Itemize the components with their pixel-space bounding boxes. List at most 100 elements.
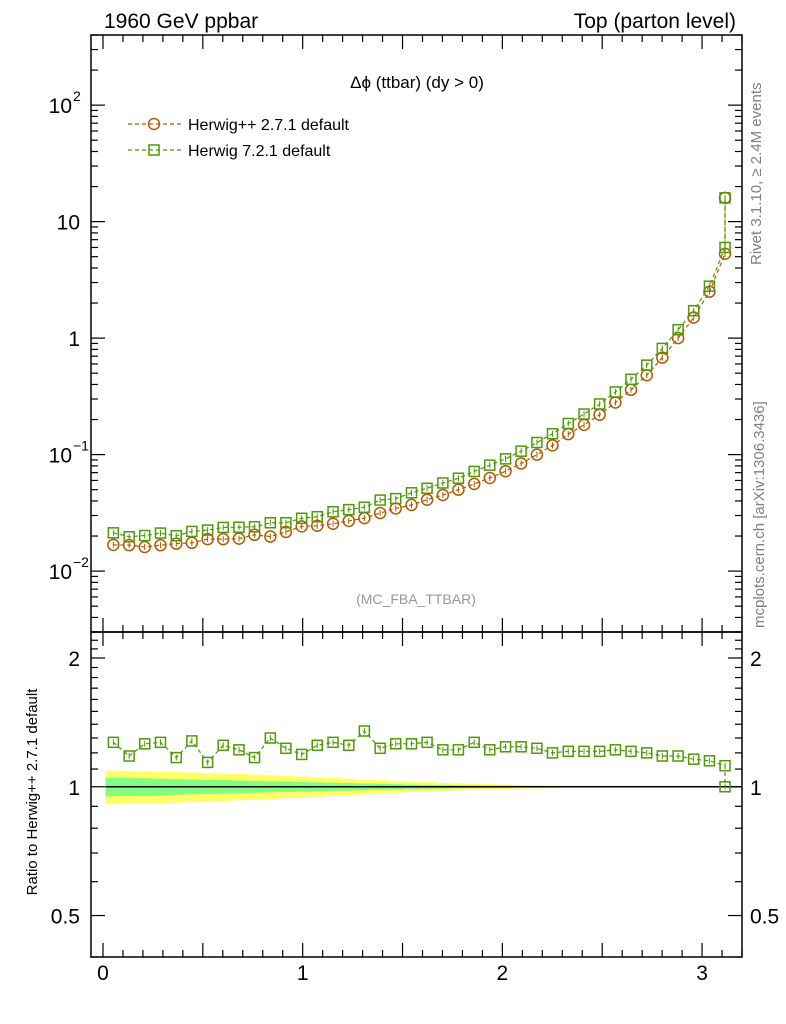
header-left: 1960 GeV ppbar bbox=[104, 10, 258, 33]
data-point-herwigpp bbox=[154, 538, 167, 552]
ratio-data-point-herwig7 bbox=[562, 745, 575, 758]
ratio-ylabel: Ratio to Herwig++ 2.7.1 default bbox=[24, 688, 41, 896]
ratio-data-point-herwig7 bbox=[499, 741, 512, 753]
y-tick-label: 1 bbox=[68, 328, 80, 351]
legend-label-herwigpp: Herwig++ 2.7.1 default bbox=[188, 117, 350, 134]
data-point-herwig7 bbox=[672, 323, 684, 336]
data-point-herwig7 bbox=[656, 342, 669, 355]
data-point-herwig7 bbox=[531, 436, 543, 449]
data-point-herwig7 bbox=[609, 386, 622, 398]
rivet-label: Rivet 3.1.10, ≥ 2.4M events bbox=[748, 83, 765, 266]
x-tick-label: 2 bbox=[497, 962, 509, 985]
ratio-data-point-herwig7 bbox=[217, 739, 229, 752]
ratio-data-point-herwig7 bbox=[609, 744, 622, 756]
series-line-herwig7 bbox=[113, 197, 726, 538]
y-tick-label: 10 bbox=[49, 561, 72, 584]
y-tick-label: 10 bbox=[49, 95, 72, 118]
ratio-data-point-herwig7 bbox=[672, 750, 684, 762]
ratio-data-point-herwig7 bbox=[656, 750, 669, 762]
data-point-herwig7 bbox=[186, 525, 198, 538]
ratio-data-point-herwig7 bbox=[593, 745, 606, 758]
series-line-herwigpp bbox=[113, 197, 726, 548]
ratio-data-point-herwig7 bbox=[295, 748, 308, 761]
ratio-data-point-herwig7 bbox=[703, 755, 716, 767]
data-point-herwig7 bbox=[107, 527, 120, 539]
ratio-data-point-herwig7 bbox=[437, 744, 449, 756]
data-point-herwig7 bbox=[703, 280, 716, 292]
mcplots-label: mcplots.cern.ch [arXiv:1306.3436] bbox=[751, 401, 768, 628]
ratio-data-point-herwig7 bbox=[374, 742, 386, 755]
ratio-data-point-herwig7 bbox=[515, 741, 527, 753]
data-point-herwigpp bbox=[483, 471, 497, 485]
data-point-herwig7 bbox=[546, 428, 559, 440]
y-tick-label-exponent: −2 bbox=[73, 554, 89, 570]
data-point-herwig7 bbox=[138, 529, 151, 542]
ratio-y-tick-label-right: 2 bbox=[750, 648, 762, 671]
ratio-data-point-herwig7 bbox=[389, 738, 402, 750]
ratio-data-point-herwig7 bbox=[201, 756, 214, 769]
data-point-herwigpp bbox=[656, 351, 669, 364]
data-point-herwig7 bbox=[343, 503, 355, 516]
ratio-y-tick-label-right: 0.5 bbox=[750, 906, 779, 929]
data-point-herwig7 bbox=[719, 241, 731, 254]
watermark-label: (MC_FBA_TTBAR) bbox=[356, 591, 476, 607]
data-point-herwigpp bbox=[107, 538, 120, 552]
data-point-herwigpp bbox=[232, 532, 246, 545]
data-point-herwigpp bbox=[420, 493, 434, 506]
ratio-axis-ticks: 0.5 0.5 1 1 2 2 0 1 2 3 bbox=[51, 631, 779, 985]
data-point-herwig7 bbox=[562, 417, 575, 430]
ratio-series-group bbox=[107, 725, 731, 793]
data-point-herwigpp bbox=[216, 532, 230, 546]
data-point-herwigpp bbox=[546, 439, 559, 452]
data-point-herwig7 bbox=[327, 506, 339, 518]
ratio-y-tick-label-left: 0.5 bbox=[51, 906, 80, 929]
ratio-data-point-herwig7 bbox=[327, 736, 339, 749]
ratio-data-point-herwig7 bbox=[421, 736, 433, 749]
plot-title: Δϕ (ttbar) (dy > 0) bbox=[350, 73, 484, 92]
x-tick-label: 3 bbox=[696, 962, 708, 985]
ratio-y-tick-label-left: 2 bbox=[68, 648, 80, 671]
data-point-herwig7 bbox=[358, 501, 371, 514]
data-point-herwig7 bbox=[578, 408, 590, 420]
ratio-data-point-herwig7 bbox=[107, 736, 120, 749]
data-point-herwigpp bbox=[499, 464, 512, 478]
data-point-herwig7 bbox=[625, 373, 637, 386]
ratio-data-point-herwig7 bbox=[546, 747, 559, 759]
data-point-herwigpp bbox=[311, 519, 324, 533]
data-point-herwigpp bbox=[452, 483, 465, 496]
legend: Herwig++ 2.7.1 default Herwig 7.2.1 defa… bbox=[128, 117, 350, 160]
data-point-herwigpp bbox=[405, 498, 418, 512]
ratio-frame bbox=[90, 631, 743, 958]
data-point-herwig7 bbox=[499, 453, 512, 465]
data-point-herwig7 bbox=[233, 521, 245, 533]
x-tick-label: 0 bbox=[97, 962, 109, 985]
data-point-herwig7 bbox=[217, 521, 229, 534]
data-point-herwigpp bbox=[436, 488, 450, 502]
data-point-herwig7 bbox=[170, 530, 183, 542]
y-tick-label-exponent: 2 bbox=[73, 88, 81, 104]
ratio-data-point-herwig7 bbox=[186, 735, 198, 747]
ratio-data-point-herwig7 bbox=[358, 725, 371, 737]
ratio-data-point-herwig7 bbox=[138, 738, 151, 750]
data-point-herwig7 bbox=[468, 465, 480, 478]
data-point-herwig7 bbox=[280, 517, 292, 529]
ratio-data-point-herwig7 bbox=[343, 739, 355, 752]
main-series-group bbox=[107, 191, 732, 554]
data-point-herwigpp bbox=[467, 477, 481, 491]
data-point-herwigpp bbox=[279, 525, 293, 539]
y-tick-label-exponent: −1 bbox=[73, 438, 89, 454]
data-point-herwig7 bbox=[374, 494, 386, 506]
data-point-herwig7 bbox=[248, 521, 261, 533]
data-point-herwigpp bbox=[201, 532, 214, 546]
data-point-herwig7 bbox=[264, 517, 277, 529]
data-point-herwig7 bbox=[421, 482, 433, 495]
ratio-y-tick-label-left: 1 bbox=[68, 777, 80, 800]
x-tick-label: 1 bbox=[297, 962, 309, 985]
data-point-herwig7 bbox=[405, 487, 418, 499]
data-point-herwig7 bbox=[295, 512, 308, 525]
ratio-data-point-herwig7 bbox=[719, 781, 731, 793]
data-point-herwigpp bbox=[514, 457, 528, 470]
ratio-data-point-herwig7 bbox=[531, 742, 543, 755]
